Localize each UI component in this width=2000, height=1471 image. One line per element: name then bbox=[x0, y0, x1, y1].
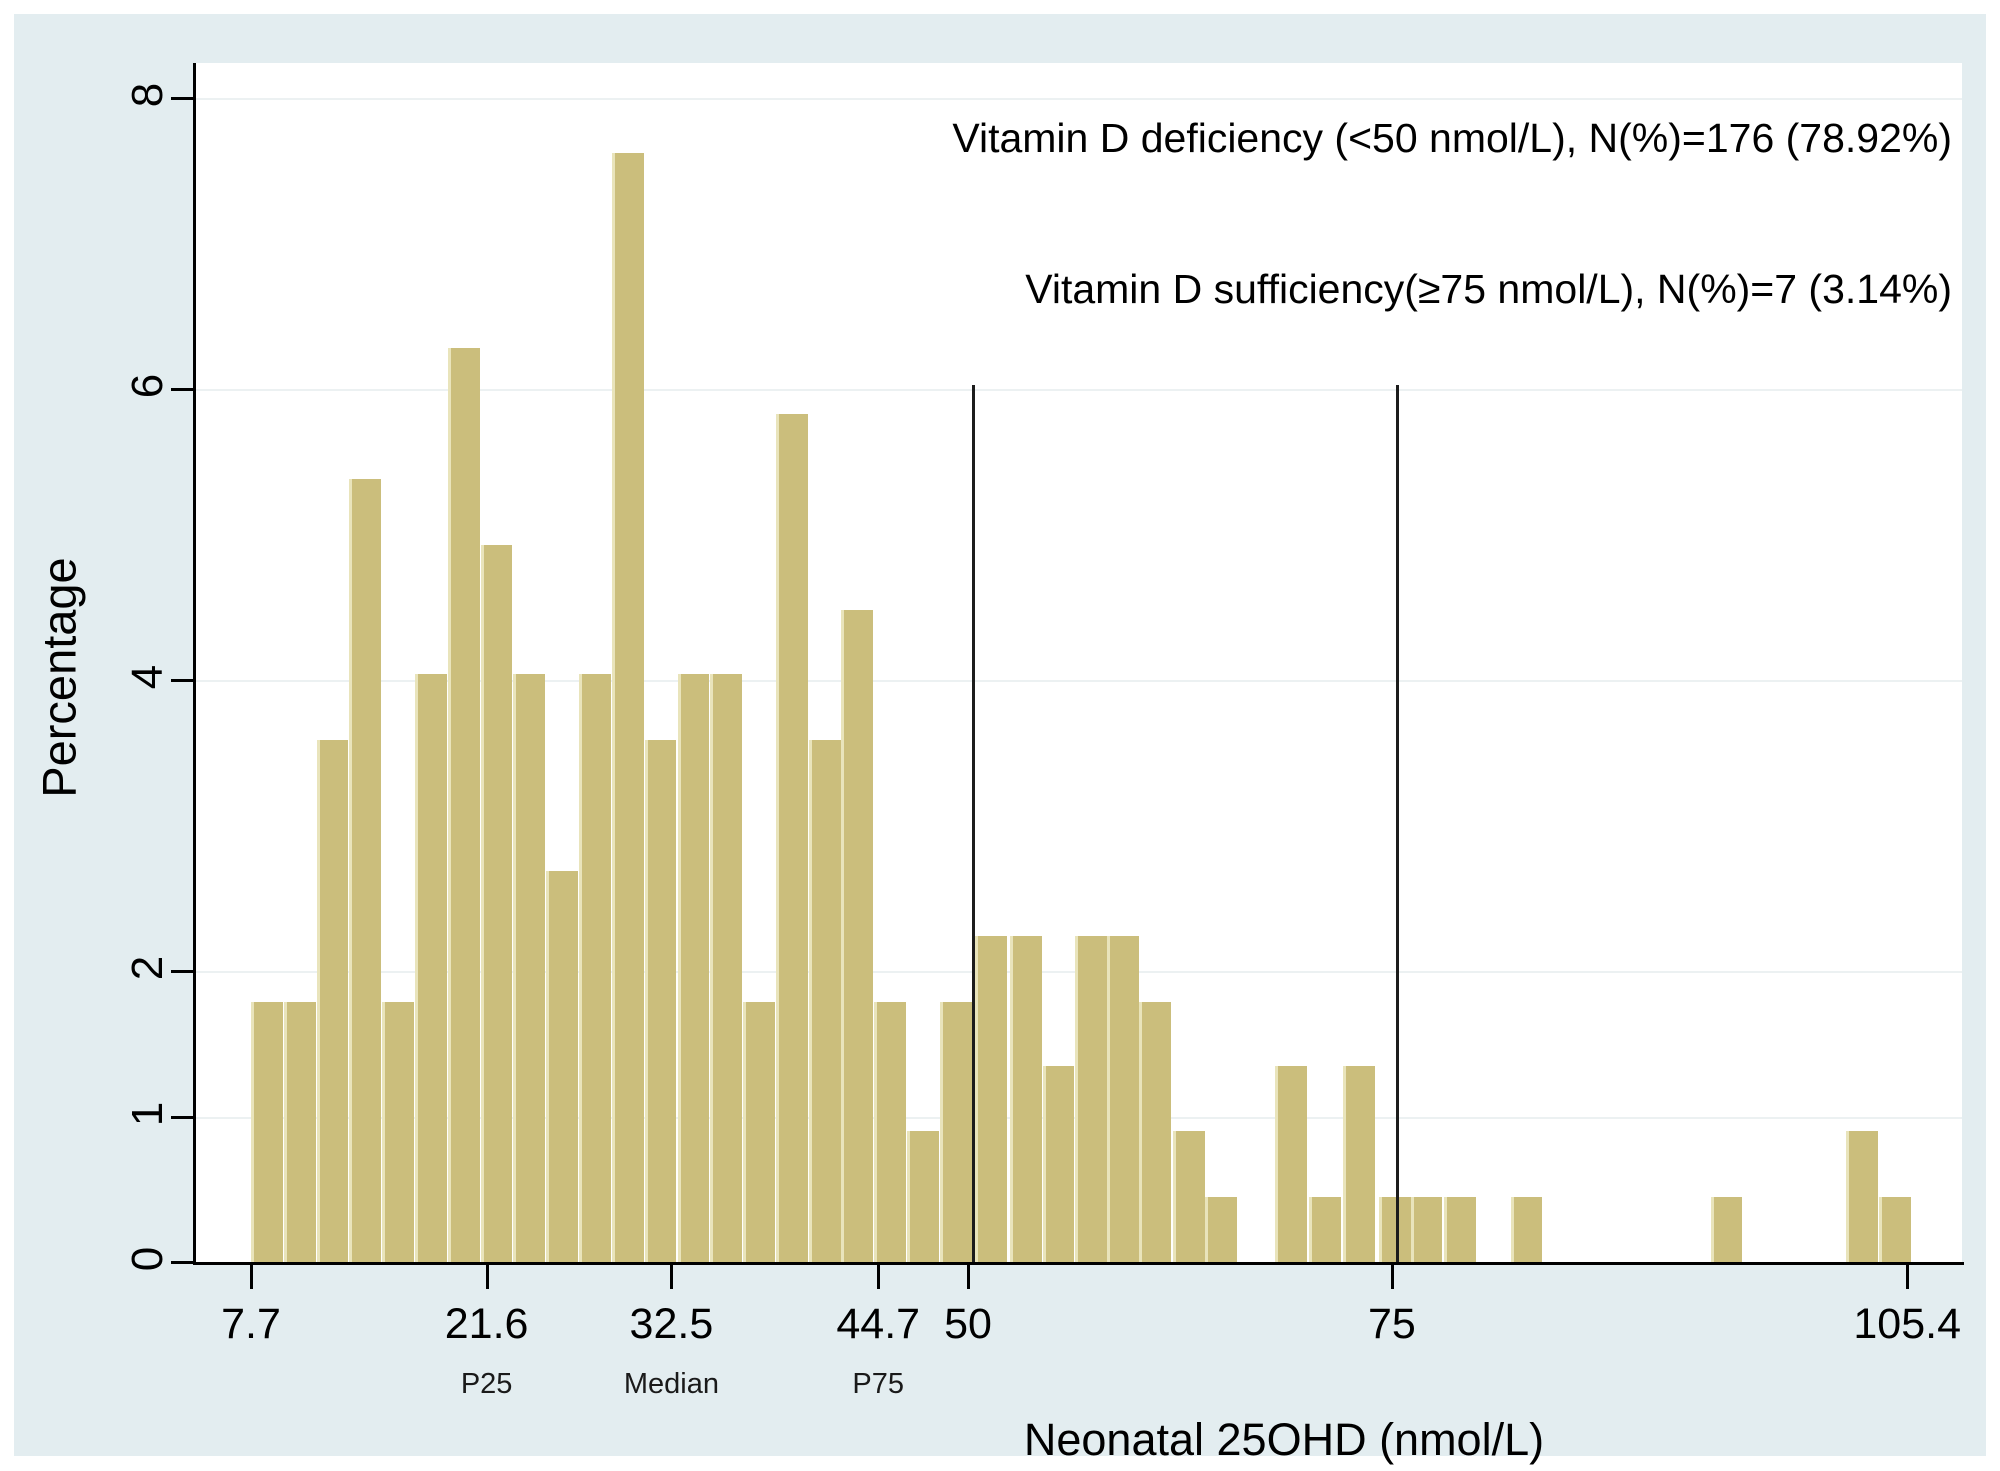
x-tick-label-32.5: 32.5 bbox=[629, 1300, 714, 1348]
annotation-deficiency: Vitamin D deficiency (<50 nmol/L), N(%)=… bbox=[952, 115, 1952, 161]
reference-line-75 bbox=[1395, 384, 1399, 1262]
histogram-bar bbox=[1846, 1131, 1878, 1262]
histogram-bar bbox=[1274, 1065, 1307, 1262]
histogram-bar bbox=[1139, 1001, 1172, 1262]
histogram-bar bbox=[611, 153, 644, 1262]
x-tick-label-21.6: 21.6 bbox=[444, 1300, 529, 1348]
x-tick-7.7 bbox=[250, 1265, 253, 1289]
histogram-bar bbox=[1042, 1065, 1075, 1262]
x-tick-75 bbox=[1390, 1265, 1394, 1289]
histogram-bar bbox=[1308, 1196, 1341, 1262]
gridline-y6 bbox=[195, 389, 1962, 391]
gridline-y4 bbox=[195, 680, 1962, 682]
histogram-bar bbox=[382, 1001, 414, 1262]
histogram-bar bbox=[1710, 1196, 1743, 1262]
histogram-bar bbox=[349, 479, 382, 1262]
histogram-bar bbox=[1510, 1196, 1543, 1262]
histogram-bar bbox=[874, 1001, 907, 1262]
histogram-bar bbox=[1879, 1196, 1912, 1262]
y-tick-2 bbox=[171, 970, 193, 973]
histogram-bar bbox=[579, 674, 611, 1262]
histogram-bar bbox=[939, 1001, 972, 1262]
histogram-bar bbox=[513, 674, 546, 1262]
y-tick-label-2: 2 bbox=[123, 955, 172, 981]
plot-area bbox=[195, 63, 1962, 1262]
histogram-bar bbox=[1205, 1196, 1238, 1262]
histogram-bar bbox=[1410, 1196, 1443, 1262]
x-tick-sublabel-P75: P75 bbox=[852, 1368, 905, 1400]
x-axis-title: Neonatal 25OHD (nmol/L) bbox=[1023, 1414, 1545, 1465]
histogram-bar bbox=[808, 739, 841, 1262]
histogram-bar bbox=[743, 1001, 775, 1262]
histogram-bar bbox=[1010, 936, 1043, 1262]
histogram-bar bbox=[677, 674, 710, 1262]
histogram-bar bbox=[251, 1001, 283, 1262]
annotation-sufficiency: Vitamin D sufficiency(≥75 nmol/L), N(%)=… bbox=[1025, 266, 1952, 312]
histogram-bar bbox=[316, 739, 349, 1262]
y-tick-8 bbox=[171, 97, 193, 100]
y-tick-0 bbox=[171, 1261, 193, 1264]
x-tick-50 bbox=[967, 1265, 971, 1289]
histogram-bar bbox=[415, 674, 447, 1262]
histogram-bar bbox=[1342, 1065, 1375, 1262]
histogram-bar bbox=[907, 1131, 939, 1262]
y-axis-line bbox=[193, 63, 196, 1265]
y-tick-label-8: 8 bbox=[123, 82, 172, 108]
x-tick-105.4 bbox=[1906, 1265, 1910, 1289]
y-tick-6 bbox=[171, 388, 193, 391]
histogram-bar bbox=[841, 610, 874, 1262]
y-tick-label-4: 4 bbox=[123, 664, 172, 690]
reference-line-50 bbox=[972, 384, 976, 1262]
y-tick-4 bbox=[171, 679, 193, 682]
x-tick-label-44.7: 44.7 bbox=[836, 1300, 921, 1348]
histogram-bar bbox=[480, 544, 513, 1262]
histogram-bar bbox=[974, 936, 1007, 1262]
x-tick-32.5 bbox=[670, 1265, 674, 1289]
y-tick-1 bbox=[171, 1115, 193, 1119]
y-tick-label-0: 0 bbox=[123, 1246, 172, 1272]
x-tick-label-50: 50 bbox=[944, 1300, 992, 1348]
histogram-bar bbox=[710, 674, 743, 1262]
histogram-bar bbox=[644, 739, 677, 1262]
histogram-bar bbox=[1379, 1196, 1411, 1262]
x-tick-label-75: 75 bbox=[1367, 1300, 1416, 1348]
x-tick-label-105.4: 105.4 bbox=[1853, 1300, 1961, 1348]
histogram-bar bbox=[1173, 1131, 1205, 1262]
histogram-bar bbox=[447, 348, 480, 1262]
y-axis-title: Percentage bbox=[32, 557, 86, 798]
x-tick-21.6 bbox=[485, 1265, 489, 1289]
x-tick-sublabel-P25: P25 bbox=[460, 1368, 513, 1400]
histogram-bar bbox=[283, 1001, 316, 1262]
histogram-bar bbox=[546, 870, 579, 1262]
histogram-bar bbox=[1107, 936, 1139, 1262]
gridline-y8 bbox=[195, 98, 1962, 100]
histogram-bar bbox=[775, 413, 808, 1262]
x-tick-sublabel-Median: Median bbox=[623, 1368, 719, 1400]
histogram-bar bbox=[1074, 936, 1107, 1262]
histogram-bar bbox=[1444, 1196, 1477, 1262]
x-axis-line bbox=[193, 1262, 1964, 1265]
y-tick-label-1: 1 bbox=[123, 1101, 172, 1126]
y-tick-label-6: 6 bbox=[123, 373, 172, 399]
x-tick-label-7.7: 7.7 bbox=[221, 1300, 281, 1348]
x-tick-44.7 bbox=[877, 1265, 881, 1289]
